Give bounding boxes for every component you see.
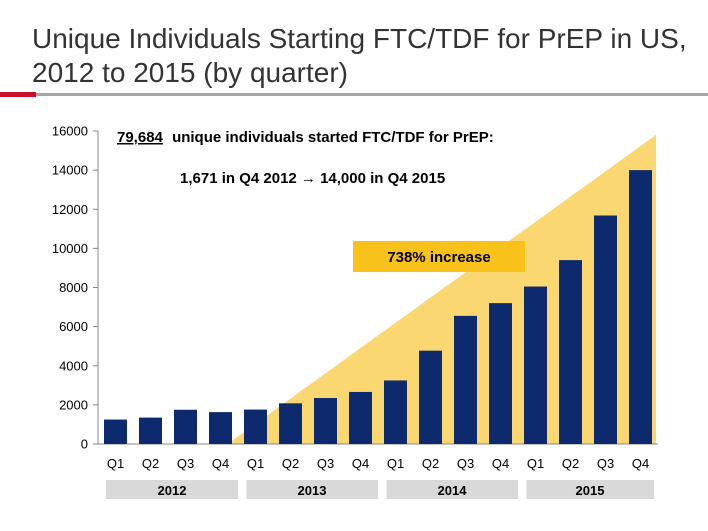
x-tick-label: Q3 — [177, 456, 194, 471]
x-tick-label: Q1 — [107, 456, 124, 471]
x-tick-label: Q2 — [422, 456, 439, 471]
bar — [419, 350, 442, 444]
y-tick-label: 12000 — [52, 202, 88, 217]
annotation-total: 79,684 unique individuals started FTC/TD… — [117, 129, 494, 146]
y-tick-label: 14000 — [52, 163, 88, 178]
bar — [524, 286, 547, 444]
title-line-2: 2012 to 2015 (by quarter) — [32, 57, 348, 88]
bar — [104, 419, 127, 444]
year-band — [246, 480, 378, 499]
y-tick-label: 10000 — [52, 241, 88, 256]
y-tick-label: 2000 — [59, 397, 88, 412]
title-line-1: Unique Individuals Starting FTC/TDF for … — [32, 23, 687, 54]
x-tick-label: Q2 — [282, 456, 299, 471]
bar — [174, 409, 197, 444]
x-tick-label: Q4 — [492, 456, 509, 471]
x-tick-label: Q2 — [142, 456, 159, 471]
bar — [139, 417, 162, 444]
increase-callout-box — [353, 241, 525, 272]
x-tick-label: Q4 — [352, 456, 369, 471]
increase-callout-label: 738% increase — [387, 249, 490, 266]
y-tick-label: 8000 — [59, 280, 88, 295]
title-rule — [36, 93, 708, 96]
bar — [559, 260, 582, 444]
slide-title: Unique Individuals Starting FTC/TDF for … — [32, 22, 692, 90]
title-rule-accent — [0, 92, 36, 97]
bar — [279, 403, 302, 444]
y-tick-label: 6000 — [59, 319, 88, 334]
x-tick-label: Q1 — [527, 456, 544, 471]
x-tick-label: Q3 — [317, 456, 334, 471]
bar — [244, 409, 267, 444]
annotation-range: 1,671 in Q4 2012 → 14,000 in Q4 2015 — [180, 170, 445, 187]
bar — [384, 380, 407, 444]
year-label: 2013 — [298, 483, 327, 498]
x-tick-label: Q1 — [247, 456, 264, 471]
bar — [454, 315, 477, 444]
y-tick-label: 4000 — [59, 358, 88, 373]
x-tick-label: Q4 — [212, 456, 229, 471]
x-tick-label: Q1 — [387, 456, 404, 471]
x-tick-label: Q2 — [562, 456, 579, 471]
year-band — [386, 480, 518, 499]
year-label: 2014 — [438, 483, 468, 498]
bar — [594, 215, 617, 444]
bar — [629, 170, 652, 444]
bar — [349, 391, 372, 444]
annotation-total-text: unique individuals started FTC/TDF for P… — [172, 129, 494, 146]
bar — [209, 412, 232, 444]
annotation-total-value: 79,684 — [117, 129, 164, 146]
x-tick-label: Q3 — [597, 456, 614, 471]
year-label: 2015 — [576, 483, 605, 498]
year-label: 2012 — [158, 483, 187, 498]
trend-triangle — [227, 134, 656, 444]
bar — [314, 398, 337, 444]
x-tick-label: Q4 — [632, 456, 649, 471]
y-tick-label: 16000 — [52, 124, 88, 139]
y-tick-label: 0 — [81, 437, 88, 452]
bar — [489, 303, 512, 444]
x-tick-label: Q3 — [457, 456, 474, 471]
year-band — [106, 480, 238, 499]
year-band — [526, 480, 654, 499]
